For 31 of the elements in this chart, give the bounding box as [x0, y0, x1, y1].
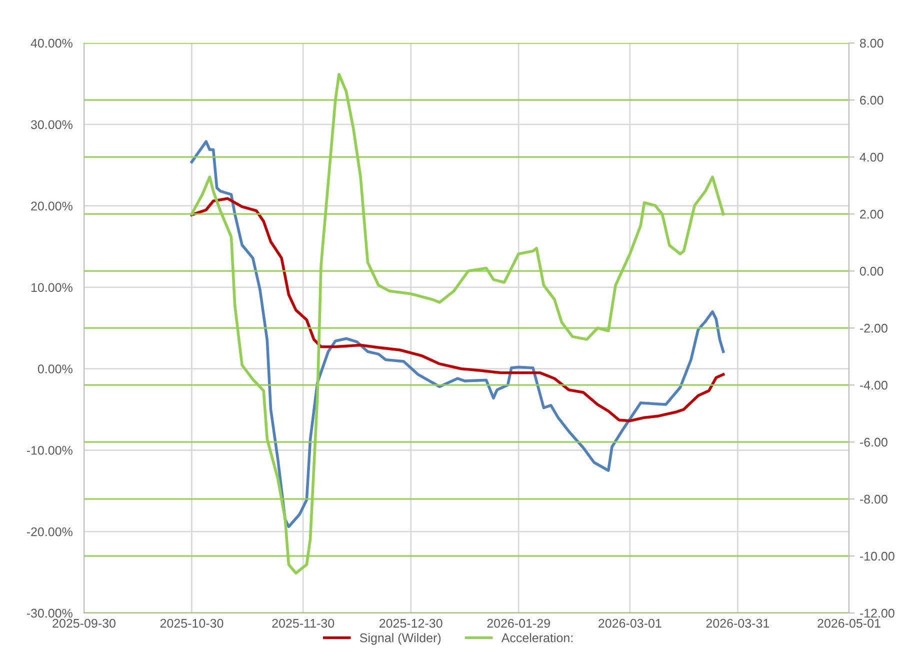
y-tick-label: 10.00%: [31, 283, 72, 292]
y2-tick-label: -6.00: [860, 438, 888, 447]
y-tick-label: -20.00%: [26, 527, 72, 536]
x-tick-label: 2025-10-30: [160, 618, 224, 628]
x-tick-label: 2026-05-01: [818, 618, 880, 628]
y-tick-label: 20.00%: [31, 202, 72, 211]
y2-tick-label: 8.00: [860, 38, 884, 48]
y2-tick-label: 2.00: [860, 210, 884, 219]
y-tick-label: 0.00%: [38, 364, 72, 374]
line-series: [190, 140, 725, 528]
x-tick-label: 2025-12-30: [379, 618, 442, 628]
x-tick-label: 2026-01-29: [487, 618, 550, 628]
legend-label: Signal (Wilder): [360, 633, 441, 645]
y2-tick-label: 6.00: [860, 96, 884, 105]
y2-tick-label: 0.00: [860, 266, 884, 276]
y2-tick-label: -10.00: [860, 552, 894, 561]
x-tick-label: 2026-03-31: [706, 618, 770, 628]
y2-tick-label: -2.00: [860, 324, 888, 333]
y2-tick-label: -12.00: [860, 608, 894, 618]
x-tick-label: 2025-11-30: [272, 618, 334, 628]
legend-label: Acceleration:: [501, 633, 572, 642]
line-series: [190, 197, 725, 422]
y2-tick-label: -8.00: [860, 494, 888, 504]
y-tick-label: 30.00%: [30, 120, 72, 130]
y2-tick-label: -4.00: [860, 380, 888, 390]
x-tick-label: 2026-03-01: [598, 618, 662, 628]
y2-tick-label: 4.00: [860, 152, 884, 162]
x-tick-label: 2025-09-30: [52, 618, 116, 628]
y-tick-label: -10.00%: [26, 446, 72, 455]
y-tick-label: 40.00%: [30, 38, 72, 48]
y-tick-label: -30.00%: [26, 608, 72, 618]
